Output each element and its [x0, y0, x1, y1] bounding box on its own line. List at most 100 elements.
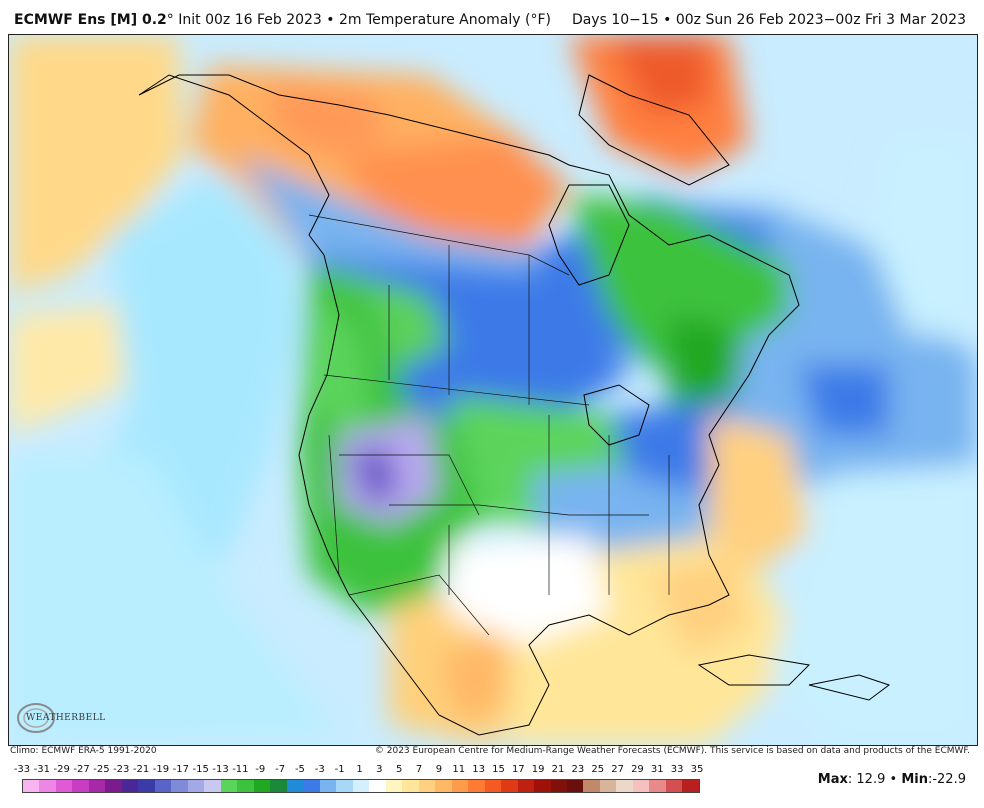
legend-swatch — [352, 780, 370, 792]
legend-swatch — [682, 780, 699, 792]
legend-swatch — [237, 780, 254, 792]
legend-swatch — [253, 780, 271, 792]
legend-tick-label: -17 — [172, 764, 189, 775]
legend-swatch — [154, 780, 172, 792]
legend-tick-labels: -33 -31 -29 -27 -25 -23 -21 -19 -17 -15 -13 -11 -9 -7… — [12, 764, 704, 778]
political-borders — [308, 214, 670, 636]
map-svg — [9, 35, 977, 745]
legend-swatch — [171, 780, 188, 792]
legend-swatch — [138, 780, 155, 792]
header: ECMWF Ens [M] 0.2° Init 00z 16 Feb 2023 … — [0, 0, 984, 34]
legend-tick-label: 13 — [472, 764, 485, 775]
anomaly-map — [8, 34, 978, 746]
legend-tick-label: 23 — [571, 764, 585, 775]
hispaniola-outline — [808, 674, 891, 701]
legend-tick-label: 25 — [591, 764, 605, 775]
degree-symbol: ° — [166, 12, 174, 28]
legend-swatch — [121, 780, 139, 792]
legend-tick-label: -1 — [334, 764, 345, 775]
copyright-note: © 2023 European Centre for Medium-Range … — [374, 746, 970, 756]
legend-tick-label: 29 — [631, 764, 644, 775]
legend-swatch — [385, 780, 403, 792]
anomaly-field — [9, 35, 977, 745]
legend-tick-label: -19 — [152, 764, 170, 775]
legend-swatch — [286, 780, 304, 792]
legend-swatch — [583, 780, 600, 792]
legend-tick-label: 9 — [435, 764, 443, 775]
color-scale-bar — [22, 779, 700, 793]
legend-tick-label: 19 — [531, 764, 545, 775]
legend-tick-label: -33 — [13, 764, 31, 775]
weatherbell-logo — [17, 703, 55, 733]
min-label: Min — [901, 772, 928, 787]
model-name: ECMWF Ens [M] 0.2 — [14, 12, 167, 28]
legend-tick-label: 21 — [551, 764, 565, 775]
legend-tick-label: 7 — [415, 764, 423, 775]
legend-tick-label: 35 — [690, 764, 704, 775]
legend-swatch — [517, 780, 535, 792]
init-time: Init 00z 16 Feb 2023 — [178, 12, 322, 28]
legend-swatch — [23, 780, 40, 792]
legend-swatch — [484, 780, 502, 792]
legend-tick-label: 17 — [511, 764, 525, 775]
legend-tick-label: -21 — [132, 764, 150, 775]
legend-swatch — [72, 780, 89, 792]
legend-tick-label: -31 — [33, 764, 51, 775]
continent-outline — [138, 74, 800, 736]
legend-swatch — [220, 780, 238, 792]
legend-swatch — [632, 780, 650, 792]
legend-swatch — [550, 780, 567, 792]
legend-swatch — [418, 780, 436, 792]
title-separator: • — [326, 12, 335, 28]
stats-bullet: • — [889, 772, 898, 787]
cuba-outline — [697, 654, 811, 686]
legend-swatch — [187, 780, 205, 792]
legend-tick-label: -3 — [314, 764, 325, 775]
title-left: ECMWF Ens [M] 0.2° Init 00z 16 Feb 2023 … — [14, 12, 551, 28]
legend-tick-label: 27 — [611, 764, 624, 775]
logo-text: WEATHERBELL — [26, 713, 106, 723]
climo-note: Climo: ECMWF ERA-5 1991-2020 — [10, 746, 157, 756]
legend-swatch — [501, 780, 518, 792]
great-lakes — [583, 384, 650, 446]
legend-tick-label: -27 — [73, 764, 90, 775]
hudson-bay-outline — [548, 184, 630, 286]
legend-tick-label: -9 — [255, 764, 266, 775]
legend-tick-label: -23 — [113, 764, 130, 775]
legend-tick-label: -5 — [294, 764, 305, 775]
legend-swatch — [649, 780, 666, 792]
legend-swatch — [88, 780, 106, 792]
field-name: 2m Temperature Anomaly (°F) — [339, 12, 551, 28]
legend-swatch — [435, 780, 452, 792]
legend-swatch — [566, 780, 584, 792]
legend-tick-label: 3 — [376, 764, 383, 775]
legend-swatch — [616, 780, 633, 792]
greenland-outline — [578, 74, 730, 186]
legend-swatch — [599, 780, 617, 792]
legend-swatch — [402, 780, 419, 792]
legend-tick-label: -11 — [232, 764, 249, 775]
legend-tick-label: -13 — [212, 764, 229, 775]
valid-period: Days 10−15 • 00z Sun 26 Feb 2023−00z Fri… — [571, 12, 966, 28]
legend-tick-label: 15 — [492, 764, 505, 775]
min-value: :-22.9 — [927, 772, 966, 787]
legend-swatch — [468, 780, 485, 792]
legend-tick-label: 1 — [356, 764, 363, 775]
legend-tick-label: 31 — [650, 764, 664, 775]
legend-swatch — [665, 780, 683, 792]
legend-tick-label: 33 — [670, 764, 684, 775]
legend-swatch — [55, 780, 73, 792]
legend-swatch — [369, 780, 386, 792]
legend-tick-label: -15 — [192, 764, 209, 775]
legend-tick-label: -29 — [53, 764, 70, 775]
legend-swatch — [451, 780, 469, 792]
legend-swatch — [534, 780, 551, 792]
legend-swatch — [39, 780, 56, 792]
legend-tick-label: -7 — [275, 764, 286, 775]
legend-tick-label: 11 — [452, 764, 466, 775]
max-value: : 12.9 — [847, 772, 886, 787]
max-min-stats: Max: 12.9 • Min:-22.9 — [818, 772, 966, 787]
legend-tick-label: -25 — [93, 764, 110, 775]
legend-swatch — [319, 780, 337, 792]
legend-swatch — [303, 780, 320, 792]
